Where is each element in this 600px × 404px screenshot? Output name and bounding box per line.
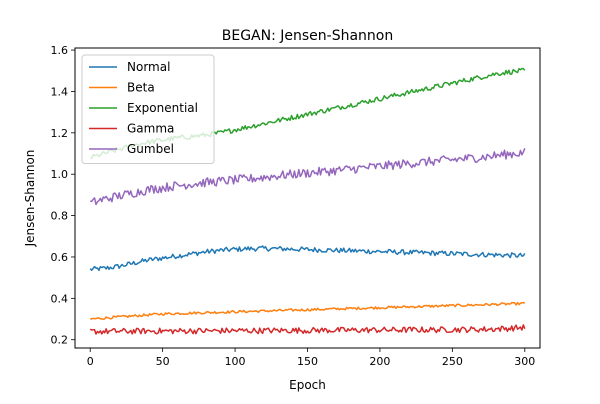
plot-frame <box>74 47 541 349</box>
legend-label-gumbel: Gumbel <box>127 142 174 156</box>
legend-box <box>81 54 215 164</box>
y-tick-label: 0.6 <box>51 251 69 264</box>
chart-title: BEGAN: Jensen-Shannon <box>222 28 394 44</box>
x-tick-label: 300 <box>514 355 535 368</box>
legend: Normal Beta Exponential Gamma Gumbel <box>81 54 215 164</box>
series-line-gumbel <box>90 148 526 206</box>
y-tick-label: 1.6 <box>51 44 69 57</box>
x-tick-label: 250 <box>442 355 463 368</box>
y-axis-label: Jensen-Shannon <box>23 150 37 248</box>
x-tick-label: 50 <box>156 355 170 368</box>
legend-label-normal: Normal <box>127 60 170 74</box>
x-tick-label: 200 <box>369 355 390 368</box>
y-tick-label: 0.4 <box>51 292 69 305</box>
y-tick-label: 0.2 <box>51 334 69 347</box>
y-tick-label: 0.8 <box>51 210 69 223</box>
y-axis-ticks: 0.2 0.4 0.6 0.8 1.0 1.2 1.4 1.6 <box>51 44 75 347</box>
series-line-beta <box>90 301 526 320</box>
y-tick-label: 1.2 <box>51 127 69 140</box>
x-tick-label: 150 <box>297 355 318 368</box>
x-axis-ticks: 0 50 100 150 200 250 300 <box>87 348 535 368</box>
series-line-gamma <box>89 324 526 335</box>
series-line-normal <box>89 245 526 272</box>
legend-label-gamma: Gamma <box>127 122 174 136</box>
x-tick-label: 0 <box>87 355 94 368</box>
y-tick-label: 1.0 <box>51 168 69 181</box>
legend-label-beta: Beta <box>127 81 155 95</box>
x-tick-label: 100 <box>225 355 246 368</box>
x-axis-label: Epoch <box>289 378 326 392</box>
y-tick-label: 1.4 <box>51 85 69 98</box>
legend-label-exponential: Exponential <box>127 101 198 115</box>
